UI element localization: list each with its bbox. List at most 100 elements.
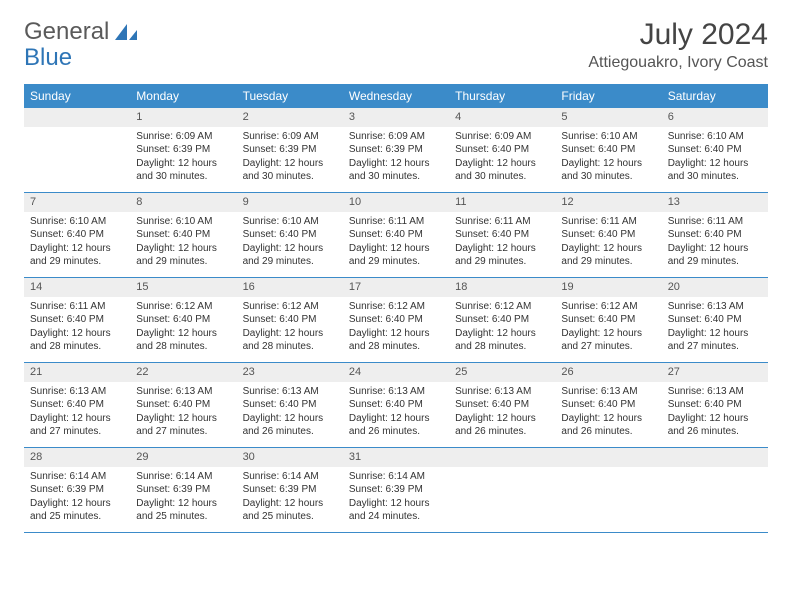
sunset-text: Sunset: 6:40 PM xyxy=(30,228,124,242)
dow-thursday: Thursday xyxy=(449,84,555,108)
sunset-text: Sunset: 6:39 PM xyxy=(349,483,443,497)
daylight-text: Daylight: 12 hours and 30 minutes. xyxy=(561,157,655,184)
day-number: 23 xyxy=(237,363,343,382)
day-number: 27 xyxy=(662,363,768,382)
day-cell xyxy=(449,448,555,532)
daylight-text: Daylight: 12 hours and 28 minutes. xyxy=(136,327,230,354)
day-number: 21 xyxy=(24,363,130,382)
day-body: Sunrise: 6:12 AMSunset: 6:40 PMDaylight:… xyxy=(130,297,236,360)
day-body: Sunrise: 6:10 AMSunset: 6:40 PMDaylight:… xyxy=(130,212,236,275)
day-cell: 6Sunrise: 6:10 AMSunset: 6:40 PMDaylight… xyxy=(662,108,768,192)
day-number: 6 xyxy=(662,108,768,127)
day-number: 11 xyxy=(449,193,555,212)
brand-logo: General xyxy=(24,18,139,46)
day-number: 30 xyxy=(237,448,343,467)
sunrise-text: Sunrise: 6:09 AM xyxy=(455,130,549,144)
day-number: 10 xyxy=(343,193,449,212)
day-number xyxy=(662,448,768,467)
day-body: Sunrise: 6:09 AMSunset: 6:40 PMDaylight:… xyxy=(449,127,555,190)
day-cell: 19Sunrise: 6:12 AMSunset: 6:40 PMDayligh… xyxy=(555,278,661,362)
sunrise-text: Sunrise: 6:13 AM xyxy=(349,385,443,399)
day-number: 5 xyxy=(555,108,661,127)
day-cell: 3Sunrise: 6:09 AMSunset: 6:39 PMDaylight… xyxy=(343,108,449,192)
daylight-text: Daylight: 12 hours and 25 minutes. xyxy=(30,497,124,524)
sunset-text: Sunset: 6:40 PM xyxy=(243,313,337,327)
day-body: Sunrise: 6:13 AMSunset: 6:40 PMDaylight:… xyxy=(662,382,768,445)
sunrise-text: Sunrise: 6:10 AM xyxy=(30,215,124,229)
sunrise-text: Sunrise: 6:10 AM xyxy=(668,130,762,144)
day-cell xyxy=(24,108,130,192)
day-body xyxy=(449,467,555,476)
sunrise-text: Sunrise: 6:11 AM xyxy=(668,215,762,229)
day-number: 14 xyxy=(24,278,130,297)
sunset-text: Sunset: 6:40 PM xyxy=(30,398,124,412)
dow-friday: Friday xyxy=(555,84,661,108)
day-body: Sunrise: 6:12 AMSunset: 6:40 PMDaylight:… xyxy=(449,297,555,360)
day-number: 18 xyxy=(449,278,555,297)
day-number: 1 xyxy=(130,108,236,127)
day-cell: 29Sunrise: 6:14 AMSunset: 6:39 PMDayligh… xyxy=(130,448,236,532)
daylight-text: Daylight: 12 hours and 27 minutes. xyxy=(136,412,230,439)
sunset-text: Sunset: 6:39 PM xyxy=(136,483,230,497)
sunset-text: Sunset: 6:40 PM xyxy=(561,228,655,242)
day-cell: 7Sunrise: 6:10 AMSunset: 6:40 PMDaylight… xyxy=(24,193,130,277)
sunset-text: Sunset: 6:40 PM xyxy=(455,228,549,242)
day-body: Sunrise: 6:13 AMSunset: 6:40 PMDaylight:… xyxy=(343,382,449,445)
sunrise-text: Sunrise: 6:14 AM xyxy=(30,470,124,484)
sunset-text: Sunset: 6:40 PM xyxy=(349,228,443,242)
day-cell: 24Sunrise: 6:13 AMSunset: 6:40 PMDayligh… xyxy=(343,363,449,447)
title-block: July 2024 Attiegouakro, Ivory Coast xyxy=(588,18,768,72)
sunrise-text: Sunrise: 6:13 AM xyxy=(668,385,762,399)
sunset-text: Sunset: 6:39 PM xyxy=(243,483,337,497)
sunset-text: Sunset: 6:39 PM xyxy=(243,143,337,157)
daylight-text: Daylight: 12 hours and 24 minutes. xyxy=(349,497,443,524)
sunset-text: Sunset: 6:40 PM xyxy=(243,228,337,242)
day-number: 20 xyxy=(662,278,768,297)
sunrise-text: Sunrise: 6:12 AM xyxy=(243,300,337,314)
day-number: 15 xyxy=(130,278,236,297)
day-number: 8 xyxy=(130,193,236,212)
sunset-text: Sunset: 6:40 PM xyxy=(136,313,230,327)
day-number: 26 xyxy=(555,363,661,382)
sunset-text: Sunset: 6:40 PM xyxy=(668,313,762,327)
daylight-text: Daylight: 12 hours and 30 minutes. xyxy=(668,157,762,184)
sunrise-text: Sunrise: 6:11 AM xyxy=(561,215,655,229)
day-cell: 22Sunrise: 6:13 AMSunset: 6:40 PMDayligh… xyxy=(130,363,236,447)
daylight-text: Daylight: 12 hours and 25 minutes. xyxy=(243,497,337,524)
day-number: 31 xyxy=(343,448,449,467)
day-number: 19 xyxy=(555,278,661,297)
sunrise-text: Sunrise: 6:10 AM xyxy=(243,215,337,229)
day-body: Sunrise: 6:11 AMSunset: 6:40 PMDaylight:… xyxy=(343,212,449,275)
daylight-text: Daylight: 12 hours and 30 minutes. xyxy=(243,157,337,184)
day-body: Sunrise: 6:13 AMSunset: 6:40 PMDaylight:… xyxy=(555,382,661,445)
daylight-text: Daylight: 12 hours and 27 minutes. xyxy=(561,327,655,354)
sunrise-text: Sunrise: 6:13 AM xyxy=(455,385,549,399)
day-body: Sunrise: 6:14 AMSunset: 6:39 PMDaylight:… xyxy=(24,467,130,530)
day-cell: 12Sunrise: 6:11 AMSunset: 6:40 PMDayligh… xyxy=(555,193,661,277)
sunset-text: Sunset: 6:40 PM xyxy=(243,398,337,412)
day-body: Sunrise: 6:12 AMSunset: 6:40 PMDaylight:… xyxy=(343,297,449,360)
daylight-text: Daylight: 12 hours and 26 minutes. xyxy=(668,412,762,439)
sunrise-text: Sunrise: 6:14 AM xyxy=(349,470,443,484)
sunrise-text: Sunrise: 6:09 AM xyxy=(136,130,230,144)
day-cell: 21Sunrise: 6:13 AMSunset: 6:40 PMDayligh… xyxy=(24,363,130,447)
day-cell: 16Sunrise: 6:12 AMSunset: 6:40 PMDayligh… xyxy=(237,278,343,362)
daylight-text: Daylight: 12 hours and 26 minutes. xyxy=(349,412,443,439)
week-row: 28Sunrise: 6:14 AMSunset: 6:39 PMDayligh… xyxy=(24,448,768,533)
day-cell: 20Sunrise: 6:13 AMSunset: 6:40 PMDayligh… xyxy=(662,278,768,362)
sunrise-text: Sunrise: 6:10 AM xyxy=(136,215,230,229)
day-number: 22 xyxy=(130,363,236,382)
day-cell: 2Sunrise: 6:09 AMSunset: 6:39 PMDaylight… xyxy=(237,108,343,192)
day-cell: 15Sunrise: 6:12 AMSunset: 6:40 PMDayligh… xyxy=(130,278,236,362)
sunrise-text: Sunrise: 6:14 AM xyxy=(136,470,230,484)
daylight-text: Daylight: 12 hours and 26 minutes. xyxy=(243,412,337,439)
day-cell: 27Sunrise: 6:13 AMSunset: 6:40 PMDayligh… xyxy=(662,363,768,447)
day-cell: 11Sunrise: 6:11 AMSunset: 6:40 PMDayligh… xyxy=(449,193,555,277)
day-body xyxy=(662,467,768,476)
day-body: Sunrise: 6:12 AMSunset: 6:40 PMDaylight:… xyxy=(555,297,661,360)
day-body: Sunrise: 6:13 AMSunset: 6:40 PMDaylight:… xyxy=(130,382,236,445)
day-cell: 26Sunrise: 6:13 AMSunset: 6:40 PMDayligh… xyxy=(555,363,661,447)
day-number: 13 xyxy=(662,193,768,212)
day-number: 7 xyxy=(24,193,130,212)
brand-part2: Blue xyxy=(24,44,72,72)
